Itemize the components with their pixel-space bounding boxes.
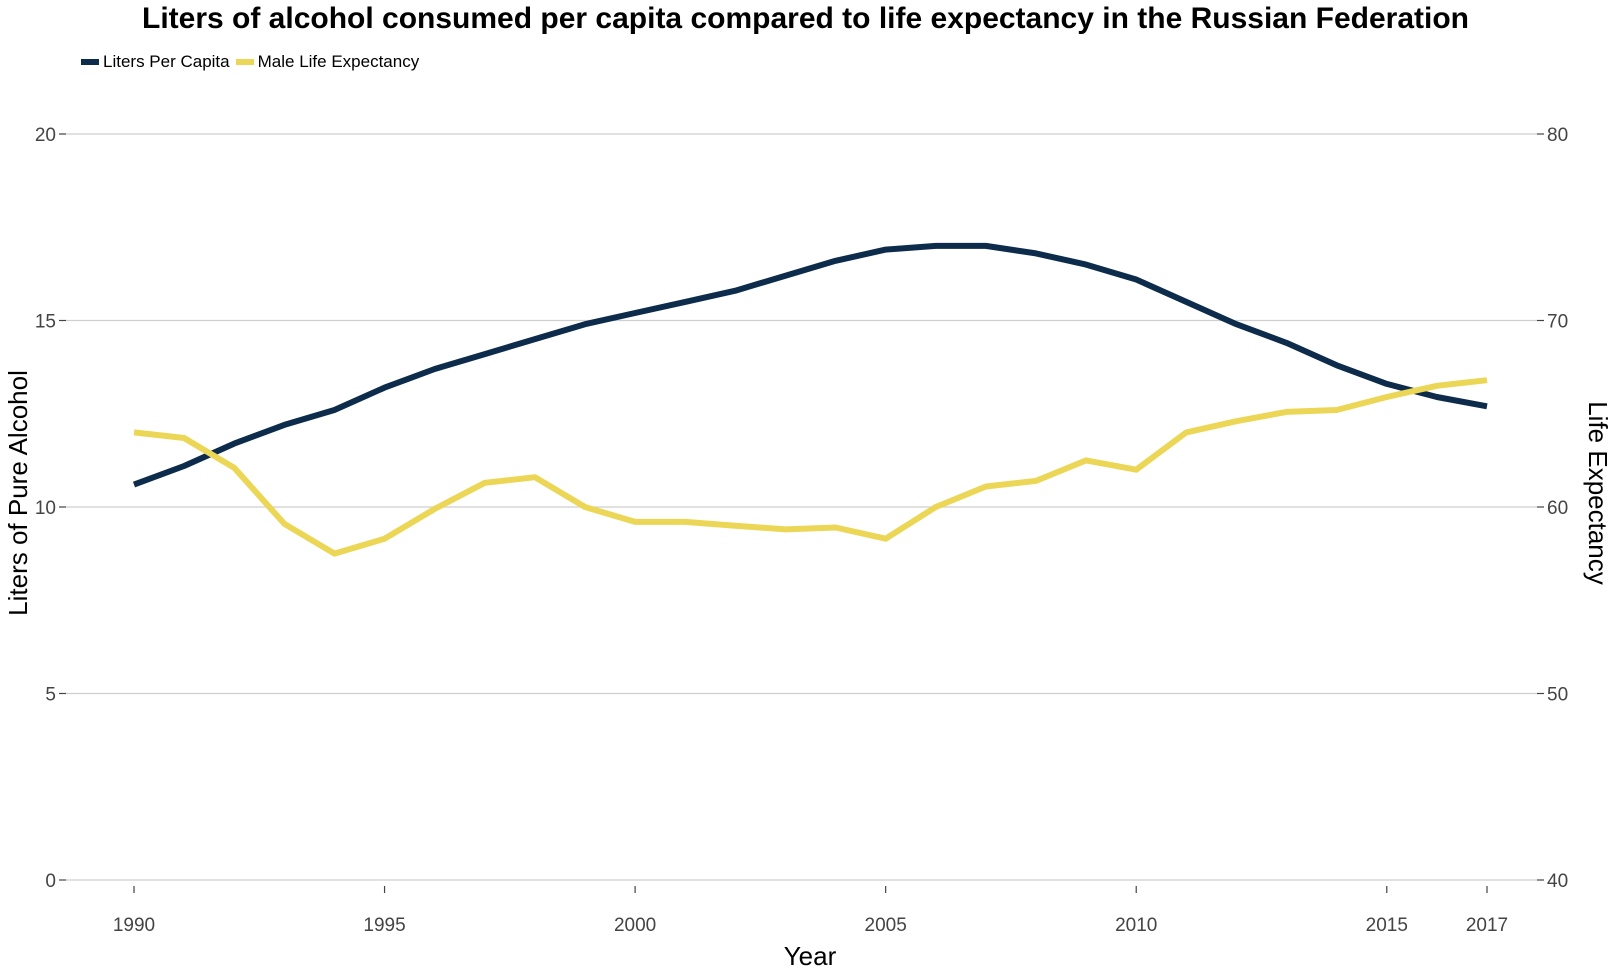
x-tick-label: 2010: [1115, 915, 1157, 936]
series-lines: [132, 242, 1488, 557]
x-tick-label: 1990: [113, 915, 155, 936]
y-axis-title-left: Liters of Pure Alcohol: [3, 370, 33, 616]
y-tick-label-right: 50: [1547, 685, 1568, 706]
x-tick-label: 1995: [363, 915, 405, 936]
x-tick-label: 2000: [614, 915, 656, 936]
chart-title: Liters of alcohol consumed per capita co…: [142, 2, 1469, 35]
x-tick-label: 2005: [865, 915, 907, 936]
y-tick-label-left: 5: [45, 685, 56, 706]
legend-item-life-expectancy: Male Life Expectancy: [235, 52, 420, 72]
y-tick-label-right: 40: [1547, 871, 1568, 892]
y-tick-label-right: 60: [1547, 498, 1568, 519]
y-tick-label-left: 20: [35, 125, 56, 146]
y-tick-label-left: 15: [35, 312, 56, 333]
legend: Liters Per Capita Male Life Expectancy: [81, 52, 425, 72]
legend-label-life-expectancy: Male Life Expectancy: [257, 52, 420, 71]
y-axis-title-right: Life Expectancy: [1583, 401, 1611, 585]
legend-item-liters: Liters Per Capita: [81, 52, 230, 72]
y-tick-label-left: 0: [45, 871, 56, 892]
x-tick-label: 2017: [1466, 915, 1508, 936]
series-line-liters-per-capita: [132, 242, 1488, 488]
legend-label-liters: Liters Per Capita: [103, 52, 230, 71]
y-tick-label-right: 80: [1547, 125, 1568, 146]
y-tick-label-right: 70: [1547, 312, 1568, 333]
x-tick-label: 2015: [1366, 915, 1408, 936]
legend-swatch-life-expectancy: [235, 59, 254, 65]
x-axis-title: Year: [784, 941, 837, 971]
gridlines: [59, 133, 1544, 893]
legend-swatch-liters: [81, 59, 99, 65]
series-line-male-life-expectancy: [133, 377, 1488, 557]
y-tick-label-left: 10: [35, 498, 56, 519]
tick-labels: 0 5 10 15 20 40 50 60 70 80 1990 1995 2000 2005 2010 20…: [35, 125, 1568, 936]
